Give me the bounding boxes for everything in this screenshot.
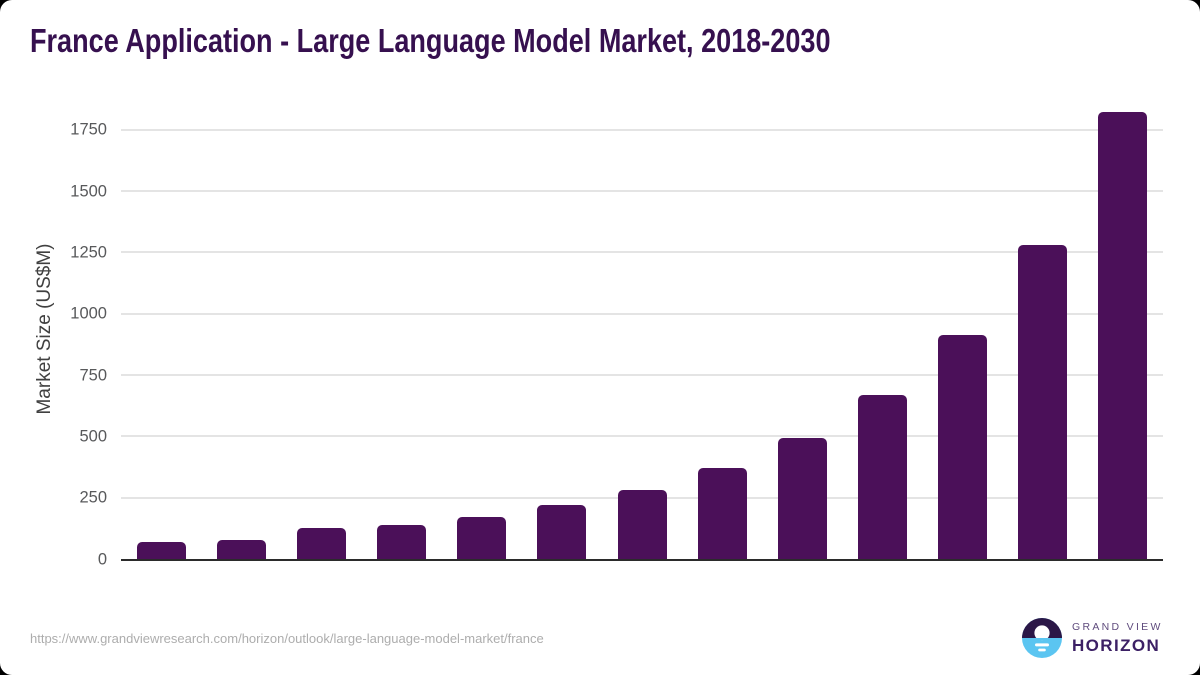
bar-slot-2019	[201, 540, 281, 559]
bar-slot-2024	[602, 489, 682, 559]
x-tick-label-2021: 2021	[361, 660, 441, 675]
bar-slot-2026	[762, 438, 842, 559]
x-tick-label-2019: 2019	[201, 660, 281, 675]
y-tick-label-500: 500	[79, 427, 107, 446]
bar-slot-2025	[682, 468, 762, 559]
bar-slot-2030	[1083, 111, 1163, 559]
bar-slot-2028	[923, 334, 1003, 559]
x-tick-label-2018: 2018	[121, 660, 201, 675]
chart-title: France Application - Large Language Mode…	[30, 22, 831, 59]
bar-2020	[296, 527, 346, 559]
bar-slot-2022	[442, 516, 522, 559]
x-axis-labels: 2018201920202021202220232024202520262027…	[121, 660, 1163, 675]
logo-horizon-label: HORIZON	[1072, 635, 1161, 655]
bar-2030	[1098, 111, 1148, 559]
x-tick-label-2024: 2024	[602, 660, 682, 675]
bar-slot-2027	[842, 395, 922, 559]
gridline-1500	[121, 190, 1163, 192]
y-tick-label-0: 0	[97, 549, 107, 568]
gridline-750	[121, 374, 1163, 376]
plot-area	[121, 99, 1163, 561]
gridline-1750	[121, 128, 1163, 131]
x-tick-label-2025: 2025	[682, 660, 762, 675]
bar-2018	[136, 542, 186, 559]
gridline-1250	[121, 251, 1163, 254]
gridline-500	[121, 435, 1163, 438]
logo-text: GRAND VIEW HORIZON	[1072, 622, 1163, 654]
bar-slot-2021	[361, 524, 441, 559]
bar-2027	[857, 395, 907, 559]
bar-2023	[537, 504, 587, 559]
bar-slot-2029	[1003, 244, 1083, 559]
x-tick-label-2027: 2027	[842, 660, 922, 675]
bar-slot-2023	[522, 504, 602, 559]
x-tick-label-2028: 2028	[923, 660, 1003, 675]
bar-2025	[697, 468, 747, 559]
bar-2024	[617, 489, 667, 559]
y-tick-label-1750: 1750	[70, 120, 107, 139]
logo-grand-view-label: GRAND VIEW	[1072, 621, 1163, 634]
grandview-horizon-logo: GRAND VIEW HORIZON	[1022, 618, 1163, 658]
bar-slot-2018	[121, 542, 201, 559]
bar-2019	[216, 540, 266, 559]
gridline-1000	[121, 312, 1163, 315]
y-tick-label-1500: 1500	[70, 181, 107, 200]
bar-2022	[457, 516, 507, 559]
bar-2021	[377, 524, 427, 559]
y-tick-label-1000: 1000	[70, 304, 107, 323]
bar-slot-2020	[281, 527, 361, 559]
x-tick-label-2022: 2022	[442, 660, 522, 675]
x-tick-label-2023: 2023	[522, 660, 602, 675]
bar-2029	[1018, 244, 1068, 559]
bars-container	[121, 99, 1163, 559]
y-tick-label-750: 750	[79, 365, 107, 384]
y-tick-label-250: 250	[79, 488, 107, 507]
bar-2026	[777, 438, 827, 559]
bar-2028	[938, 334, 988, 559]
y-axis-labels: 0 250 500 750 1000 1250 1500 1750	[0, 99, 107, 566]
source-url: https://www.grandviewresearch.com/horizo…	[30, 631, 544, 646]
x-axis-line	[121, 559, 1163, 561]
y-tick-label-1250: 1250	[70, 243, 107, 262]
x-tick-label-2026: 2026	[762, 660, 842, 675]
x-tick-label-2020: 2020	[281, 660, 361, 675]
x-tick-label-2029: 2029	[1003, 660, 1083, 675]
bar-chart: Market Size (US$M) 0 250 500 750 1000 1250 150…	[0, 99, 1200, 675]
x-tick-label-2030: 2030	[1083, 660, 1163, 675]
horizon-sun-icon	[1022, 618, 1062, 658]
